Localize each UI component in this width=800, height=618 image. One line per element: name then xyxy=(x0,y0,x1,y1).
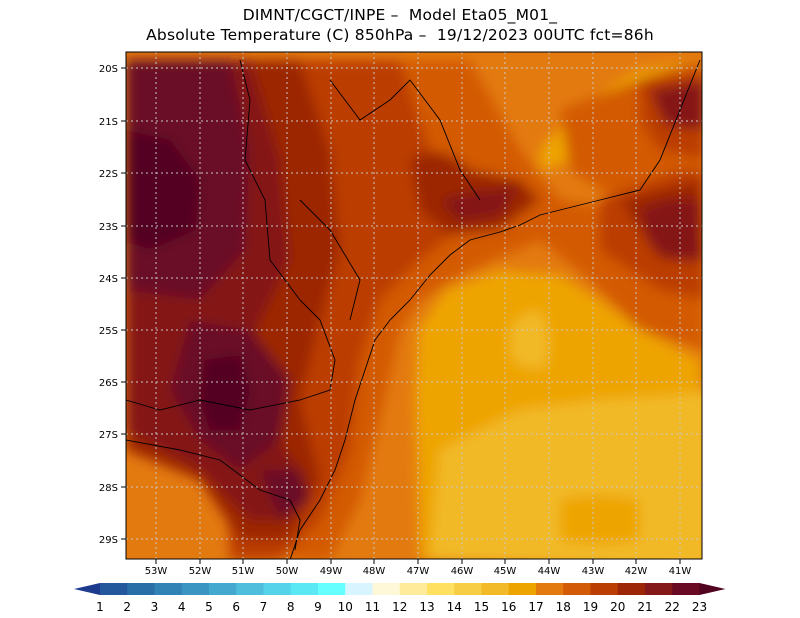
colorbar-label: 13 xyxy=(419,600,434,614)
lon-label: 50W xyxy=(276,566,299,577)
plot-frame xyxy=(125,51,703,560)
lat-labels: 20S 21S 22S 23S 24S 25S 26S 27S 28S 29S xyxy=(99,64,118,546)
graticule xyxy=(126,52,702,559)
colorbar-label: 6 xyxy=(232,600,240,614)
lon-label: 41W xyxy=(669,566,692,577)
field-sw-23c xyxy=(200,355,250,430)
colorbar-segment xyxy=(290,583,319,595)
colorbar-label: 23 xyxy=(692,600,707,614)
colorbar-label: 12 xyxy=(392,600,407,614)
colorbar-label: 10 xyxy=(338,600,353,614)
colorbar-segment xyxy=(427,583,455,595)
colorbar-label: 16 xyxy=(501,600,516,614)
field-ne-21c xyxy=(650,80,702,130)
colorbar-label: 7 xyxy=(260,600,268,614)
field-ocean-16c-band xyxy=(560,495,640,544)
colorbar-arrow-high xyxy=(699,583,726,595)
colorbar-label: 22 xyxy=(665,600,680,614)
lat-label: 21S xyxy=(99,117,118,128)
field-west-23c xyxy=(126,130,200,250)
colorbar-label: 2 xyxy=(123,600,131,614)
colorbar-segment xyxy=(318,583,346,595)
lon-label: 45W xyxy=(494,566,517,577)
lon-label: 49W xyxy=(320,566,343,577)
colorbar-segment xyxy=(100,583,128,595)
colorbar-segment xyxy=(481,583,510,595)
lon-ticks xyxy=(155,559,681,564)
lat-label: 27S xyxy=(99,430,118,441)
colorbar-segment xyxy=(563,583,591,595)
colorbar-segment xyxy=(127,583,155,595)
colorbar-segment xyxy=(590,583,619,595)
colorbar-label: 8 xyxy=(287,600,295,614)
lat-label: 20S xyxy=(99,64,118,75)
map-title-line-1: DIMNT/CGCT/INPE – Model Eta05_M01_ xyxy=(242,6,558,24)
lon-label: 53W xyxy=(145,566,168,577)
colorbar-label: 15 xyxy=(474,600,489,614)
lat-label: 25S xyxy=(99,326,118,337)
colorbar-label: 1 xyxy=(96,600,104,614)
colorbar-segment xyxy=(209,583,237,595)
lon-label: 44W xyxy=(538,566,561,577)
temperature-field xyxy=(126,52,702,559)
colorbar-label: 20 xyxy=(610,600,625,614)
colorbar-label: 5 xyxy=(205,600,213,614)
lon-label: 42W xyxy=(625,566,648,577)
colorbar-segment xyxy=(536,583,564,595)
colorbar-label: 4 xyxy=(178,600,186,614)
colorbar-label: 19 xyxy=(583,600,598,614)
lon-label: 52W xyxy=(189,566,212,577)
lat-ticks xyxy=(121,67,126,540)
coastline xyxy=(126,59,701,559)
colorbar-segment xyxy=(372,583,401,595)
lat-label: 29S xyxy=(99,535,118,546)
colorbar-segment xyxy=(263,583,292,595)
colorbar-label: 9 xyxy=(314,600,322,614)
field-east-21c xyxy=(640,198,700,261)
colorbar-segment xyxy=(345,583,373,595)
colorbar-segment xyxy=(645,583,673,595)
lon-label: 51W xyxy=(232,566,255,577)
colorbar-segment xyxy=(154,583,183,595)
map-title-line-2: Absolute Temperature (C) 850hPa – 19/12/… xyxy=(146,26,654,44)
colorbar-label: 14 xyxy=(447,600,462,614)
colorbar-labels: 1 2 3 4 5 6 7 8 9 10 11 12 13 14 15 16 17 18 19 20 21 22 23 xyxy=(96,600,707,614)
colorbar xyxy=(74,583,726,595)
field-ocean-15c-north xyxy=(510,312,548,368)
field-paraiba-21c xyxy=(440,185,520,222)
colorbar-label: 11 xyxy=(365,600,380,614)
colorbar-label: 18 xyxy=(556,600,571,614)
lon-label: 46W xyxy=(451,566,474,577)
lon-label: 47W xyxy=(407,566,430,577)
lat-label: 28S xyxy=(99,483,118,494)
colorbar-label: 21 xyxy=(637,600,652,614)
lon-label: 43W xyxy=(582,566,605,577)
colorbar-label: 17 xyxy=(528,600,543,614)
lat-label: 22S xyxy=(99,169,118,180)
lat-label: 24S xyxy=(99,274,118,285)
colorbar-segment xyxy=(617,583,646,595)
colorbar-segment xyxy=(399,583,428,595)
field-south-22c xyxy=(260,470,310,520)
lat-label: 26S xyxy=(99,378,118,389)
colorbar-arrow-low xyxy=(74,583,100,595)
lon-labels: 53W 52W 51W 50W 49W 48W 47W 46W 45W 44W … xyxy=(145,566,692,577)
lon-label: 48W xyxy=(363,566,386,577)
colorbar-segment xyxy=(181,583,210,595)
colorbar-segment xyxy=(236,583,264,595)
colorbar-segment xyxy=(454,583,482,595)
colorbar-segment xyxy=(672,583,700,595)
lat-label: 23S xyxy=(99,222,118,233)
colorbar-segment xyxy=(508,583,537,595)
colorbar-label: 3 xyxy=(151,600,159,614)
